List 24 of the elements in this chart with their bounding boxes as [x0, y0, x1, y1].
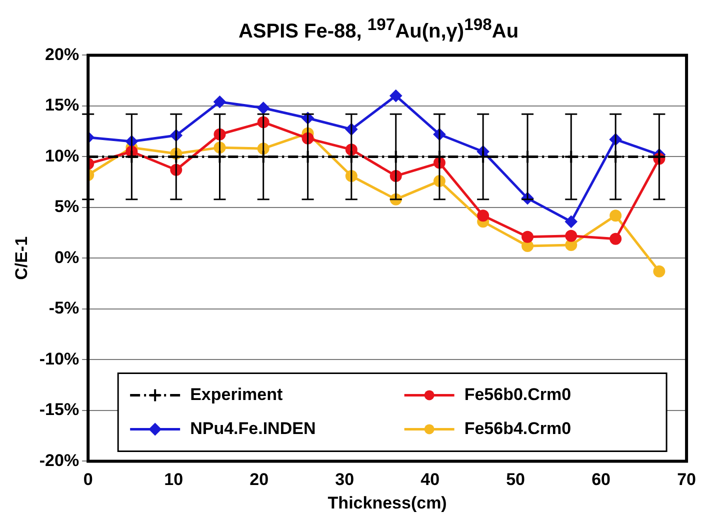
y-tick-label: 15% [45, 96, 80, 115]
x-tick-label: 20 [250, 470, 269, 490]
x-tick-label: 70 [677, 470, 696, 490]
legend-label: NPu4.Fe.INDEN [190, 418, 316, 438]
y-axis-title: C/E-1 [12, 236, 31, 280]
x-axis-title: Thickness(cm) [328, 493, 447, 512]
y-tick-label: 0% [54, 248, 80, 267]
y-tick-label: -5% [48, 298, 80, 318]
y-tick-label: -10% [39, 349, 80, 368]
y-tick-label: 5% [54, 197, 80, 216]
y-tick-label: 10% [45, 146, 80, 166]
y-tick-label: -20% [39, 450, 80, 470]
y-tick-label: 20% [45, 44, 80, 64]
legend-label: Experiment [190, 384, 284, 404]
legend-label: Fe56b4.Crm0 [464, 418, 572, 438]
x-tick-label: 10 [164, 470, 184, 490]
x-tick-label: 50 [506, 470, 526, 490]
legend-label: Fe56b0.Crm0 [464, 384, 572, 404]
chart-title: ASPIS Fe-88, $^{197}$Au(n,γ)$^{198}$Au [237, 14, 520, 43]
x-tick-label: 40 [420, 470, 440, 490]
x-tick-label: 60 [592, 470, 611, 490]
x-tick-label: 30 [335, 470, 354, 490]
y-tick-label: -15% [39, 400, 80, 420]
x-tick-label: 0 [83, 470, 93, 490]
